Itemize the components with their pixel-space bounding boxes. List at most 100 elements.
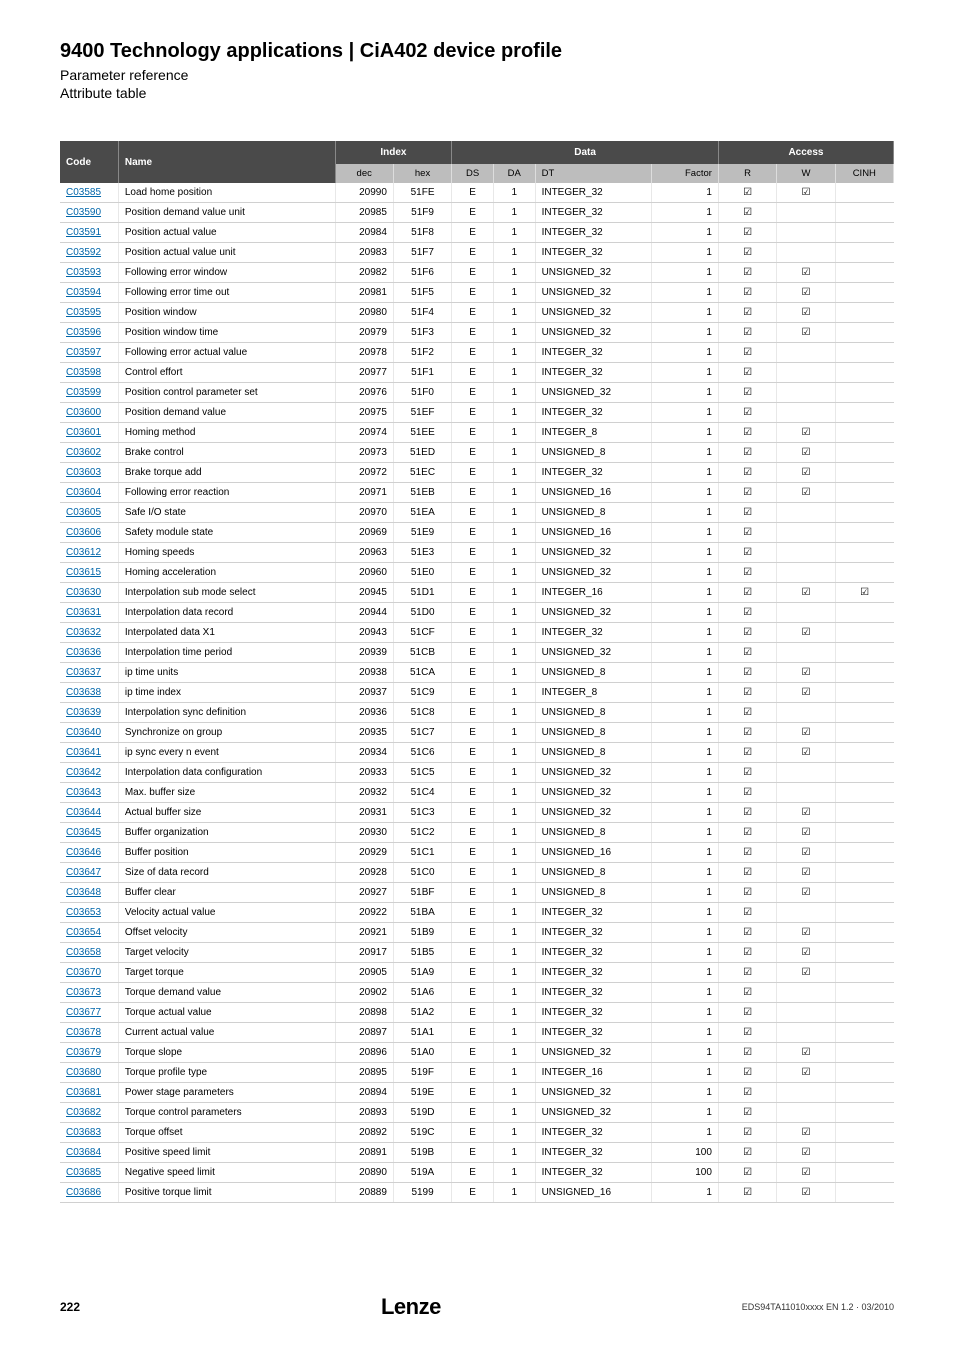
code-link[interactable]: C03685 (66, 1167, 101, 1178)
cell-da: 1 (493, 1143, 535, 1163)
code-link[interactable]: C03670 (66, 967, 101, 978)
code-link[interactable]: C03648 (66, 887, 101, 898)
code-link[interactable]: C03604 (66, 487, 101, 498)
cell-r: ☑ (718, 1163, 776, 1183)
code-link[interactable]: C03590 (66, 207, 101, 218)
cell-cinh (835, 203, 893, 223)
code-link[interactable]: C03639 (66, 707, 101, 718)
cell-dt: INTEGER_8 (535, 423, 652, 443)
cell-da: 1 (493, 1003, 535, 1023)
code-link[interactable]: C03680 (66, 1067, 101, 1078)
code-link[interactable]: C03597 (66, 347, 101, 358)
cell-da: 1 (493, 1183, 535, 1203)
code-link[interactable]: C03592 (66, 247, 101, 258)
code-link[interactable]: C03684 (66, 1147, 101, 1158)
table-row: C03641ip sync every n event2093451C6E1UN… (60, 743, 894, 763)
code-link[interactable]: C03641 (66, 747, 101, 758)
code-link[interactable]: C03677 (66, 1007, 101, 1018)
table-row: C03686Positive torque limit208895199E1UN… (60, 1183, 894, 1203)
code-link[interactable]: C03596 (66, 327, 101, 338)
cell-hex: 51F5 (393, 283, 451, 303)
cell-cinh (835, 383, 893, 403)
code-link[interactable]: C03679 (66, 1047, 101, 1058)
cell-dt: INTEGER_32 (535, 363, 652, 383)
cell-cinh (835, 683, 893, 703)
cell-dec: 20932 (335, 783, 393, 803)
cell-name: Torque slope (118, 1043, 335, 1063)
code-link[interactable]: C03678 (66, 1027, 101, 1038)
cell-w: ☑ (777, 303, 835, 323)
code-link[interactable]: C03631 (66, 607, 101, 618)
cell-dt: UNSIGNED_32 (535, 303, 652, 323)
table-row: C03605Safe I/O state2097051EAE1UNSIGNED_… (60, 503, 894, 523)
cell-da: 1 (493, 623, 535, 643)
code-link[interactable]: C03681 (66, 1087, 101, 1098)
code-link[interactable]: C03605 (66, 507, 101, 518)
code-link[interactable]: C03673 (66, 987, 101, 998)
cell-w (777, 703, 835, 723)
cell-name: Torque offset (118, 1123, 335, 1143)
code-link[interactable]: C03646 (66, 847, 101, 858)
code-link[interactable]: C03644 (66, 807, 101, 818)
code-link[interactable]: C03591 (66, 227, 101, 238)
code-link[interactable]: C03594 (66, 287, 101, 298)
table-row: C03685Negative speed limit20890519AE1INT… (60, 1163, 894, 1183)
code-link[interactable]: C03595 (66, 307, 101, 318)
cell-dt: INTEGER_32 (535, 1143, 652, 1163)
code-link[interactable]: C03593 (66, 267, 101, 278)
cell-ds: E (452, 363, 494, 383)
code-link[interactable]: C03602 (66, 447, 101, 458)
code-link[interactable]: C03598 (66, 367, 101, 378)
code-link[interactable]: C03612 (66, 547, 101, 558)
code-link[interactable]: C03599 (66, 387, 101, 398)
cell-hex: 51E3 (393, 543, 451, 563)
code-link[interactable]: C03636 (66, 647, 101, 658)
code-link[interactable]: C03601 (66, 427, 101, 438)
cell-hex: 51BF (393, 883, 451, 903)
cell-ds: E (452, 1083, 494, 1103)
cell-r: ☑ (718, 1143, 776, 1163)
cell-ds: E (452, 1103, 494, 1123)
cell-ds: E (452, 183, 494, 203)
code-link[interactable]: C03682 (66, 1107, 101, 1118)
code-link[interactable]: C03638 (66, 687, 101, 698)
cell-ds: E (452, 703, 494, 723)
cell-factor: 1 (652, 423, 719, 443)
cell-dt: INTEGER_32 (535, 1123, 652, 1143)
table-row: C03684Positive speed limit20891519BE1INT… (60, 1143, 894, 1163)
cell-w: ☑ (777, 943, 835, 963)
code-link[interactable]: C03683 (66, 1127, 101, 1138)
code-link[interactable]: C03600 (66, 407, 101, 418)
code-link[interactable]: C03585 (66, 187, 101, 198)
code-link[interactable]: C03630 (66, 587, 101, 598)
code-link[interactable]: C03637 (66, 667, 101, 678)
code-link[interactable]: C03606 (66, 527, 101, 538)
cell-factor: 1 (652, 383, 719, 403)
cell-hex: 51F9 (393, 203, 451, 223)
cell-w (777, 1103, 835, 1123)
cell-dt: INTEGER_32 (535, 983, 652, 1003)
cell-ds: E (452, 603, 494, 623)
cell-cinh (835, 903, 893, 923)
code-link[interactable]: C03654 (66, 927, 101, 938)
code-link[interactable]: C03640 (66, 727, 101, 738)
cell-dt: UNSIGNED_8 (535, 863, 652, 883)
cell-ds: E (452, 683, 494, 703)
code-link[interactable]: C03647 (66, 867, 101, 878)
code-link[interactable]: C03632 (66, 627, 101, 638)
code-link[interactable]: C03642 (66, 767, 101, 778)
code-link[interactable]: C03643 (66, 787, 101, 798)
code-link[interactable]: C03686 (66, 1187, 101, 1198)
table-row: C03637ip time units2093851CAE1UNSIGNED_8… (60, 663, 894, 683)
code-link[interactable]: C03658 (66, 947, 101, 958)
cell-da: 1 (493, 303, 535, 323)
code-link[interactable]: C03603 (66, 467, 101, 478)
cell-dec: 20978 (335, 343, 393, 363)
code-link[interactable]: C03615 (66, 567, 101, 578)
cell-cinh (835, 1123, 893, 1143)
code-link[interactable]: C03645 (66, 827, 101, 838)
cell-da: 1 (493, 563, 535, 583)
code-link[interactable]: C03653 (66, 907, 101, 918)
cell-w: ☑ (777, 923, 835, 943)
cell-da: 1 (493, 803, 535, 823)
